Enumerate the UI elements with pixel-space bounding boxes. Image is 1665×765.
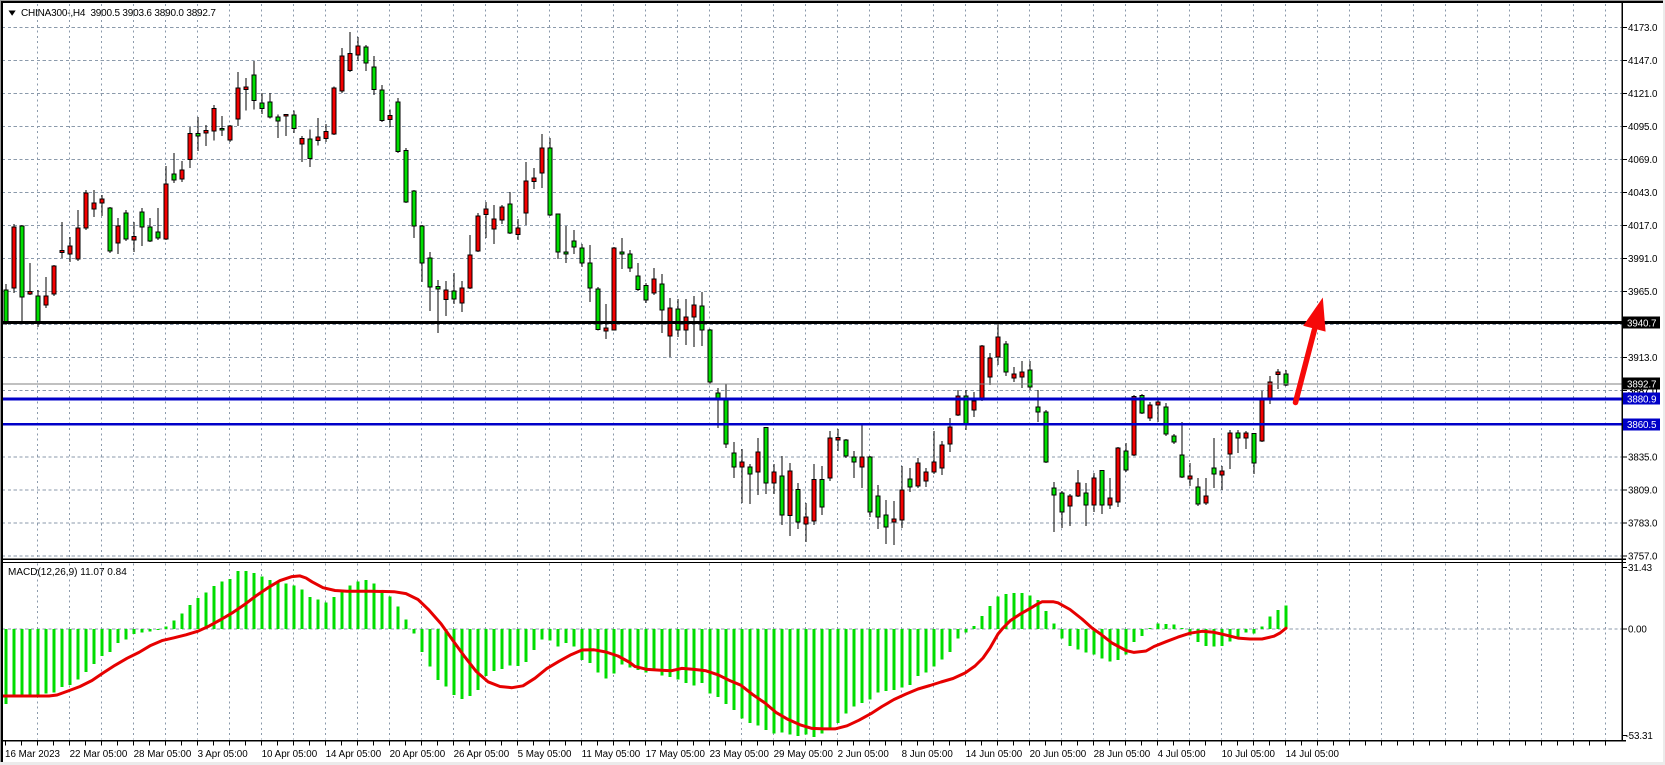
- svg-text:4147.0: 4147.0: [1628, 56, 1658, 67]
- svg-text:4173.0: 4173.0: [1628, 23, 1658, 34]
- svg-text:23 May 05:00: 23 May 05:00: [710, 749, 770, 760]
- svg-text:3783.0: 3783.0: [1628, 518, 1658, 529]
- svg-text:29 May 05:00: 29 May 05:00: [774, 749, 834, 760]
- svg-text:CHINA300-,H4 3900.5 3903.6 38: CHINA300-,H4 3900.5 3903.6 3890.0 3892.7: [21, 8, 216, 19]
- svg-text:8 Jun 05:00: 8 Jun 05:00: [902, 749, 954, 760]
- svg-text:MACD(12,26,9) 11.07 0.84: MACD(12,26,9) 11.07 0.84: [8, 567, 127, 578]
- svg-text:3887.0: 3887.0: [1628, 386, 1658, 397]
- svg-text:3991.0: 3991.0: [1628, 254, 1658, 265]
- svg-text:10 Apr 05:00: 10 Apr 05:00: [262, 749, 318, 760]
- svg-text:3860.5: 3860.5: [1627, 420, 1657, 431]
- svg-text:3913.0: 3913.0: [1628, 353, 1658, 364]
- svg-text:14 Apr 05:00: 14 Apr 05:00: [326, 749, 382, 760]
- svg-text:14 Jun 05:00: 14 Jun 05:00: [966, 749, 1023, 760]
- svg-text:3835.0: 3835.0: [1628, 452, 1658, 463]
- svg-text:4095.0: 4095.0: [1628, 122, 1658, 133]
- svg-text:3757.0: 3757.0: [1628, 551, 1658, 562]
- svg-text:16 Mar 2023: 16 Mar 2023: [5, 749, 61, 760]
- svg-text:4043.0: 4043.0: [1628, 188, 1658, 199]
- svg-text:20 Apr 05:00: 20 Apr 05:00: [390, 749, 446, 760]
- svg-text:4069.0: 4069.0: [1628, 155, 1658, 166]
- svg-text:4017.0: 4017.0: [1628, 221, 1658, 232]
- svg-text:3940.7: 3940.7: [1627, 318, 1656, 329]
- svg-text:2 Jun 05:00: 2 Jun 05:00: [838, 749, 890, 760]
- svg-text:20 Jun 05:00: 20 Jun 05:00: [1030, 749, 1087, 760]
- svg-text:22 Mar 05:00: 22 Mar 05:00: [70, 749, 128, 760]
- svg-text:4 Jul 05:00: 4 Jul 05:00: [1158, 749, 1206, 760]
- svg-text:3965.0: 3965.0: [1628, 287, 1658, 298]
- svg-text:3809.0: 3809.0: [1628, 485, 1658, 496]
- svg-text:28 Mar 05:00: 28 Mar 05:00: [134, 749, 192, 760]
- svg-text:4121.0: 4121.0: [1628, 89, 1658, 100]
- svg-text:0.00: 0.00: [1628, 625, 1647, 636]
- svg-text:11 May 05:00: 11 May 05:00: [582, 749, 641, 760]
- svg-text:3880.9: 3880.9: [1627, 395, 1656, 406]
- svg-text:-53.31: -53.31: [1626, 731, 1653, 742]
- svg-text:14 Jul 05:00: 14 Jul 05:00: [1286, 749, 1340, 760]
- svg-text:28 Jun 05:00: 28 Jun 05:00: [1094, 749, 1151, 760]
- svg-text:17 May 05:00: 17 May 05:00: [646, 749, 706, 760]
- svg-text:3 Apr 05:00: 3 Apr 05:00: [198, 749, 249, 760]
- svg-text:26 Apr 05:00: 26 Apr 05:00: [454, 749, 510, 760]
- svg-text:5 May 05:00: 5 May 05:00: [518, 749, 572, 760]
- svg-text:3887.0: 3887.0: [1628, 386, 1658, 397]
- svg-text:10 Jul 05:00: 10 Jul 05:00: [1222, 749, 1276, 760]
- svg-text:3892.7: 3892.7: [1627, 379, 1656, 390]
- svg-text:31.43: 31.43: [1628, 563, 1653, 574]
